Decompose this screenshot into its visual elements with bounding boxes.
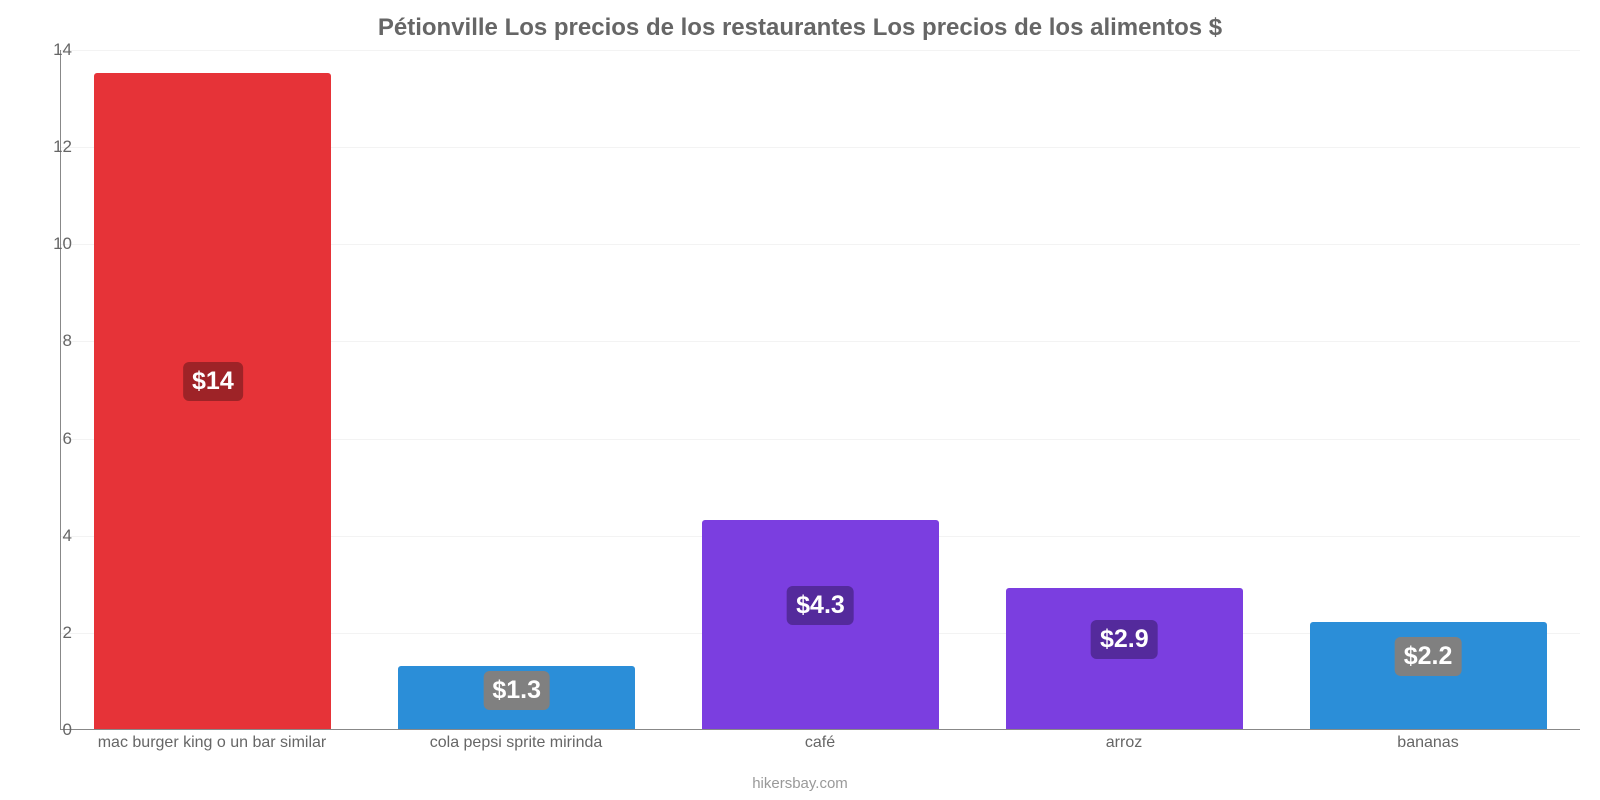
bar: $2.9 (1006, 588, 1243, 729)
x-axis-labels: mac burger king o un bar similarcola pep… (60, 734, 1580, 752)
value-badge: $2.9 (1091, 620, 1158, 659)
value-badge: $2.2 (1395, 637, 1462, 676)
x-tick-label: mac burger king o un bar similar (60, 734, 364, 752)
price-bar-chart: Pétionville Los precios de los restauran… (0, 0, 1600, 800)
bar-slot: $14 (61, 50, 365, 729)
bar-slot: $4.3 (669, 50, 973, 729)
value-badge: $4.3 (787, 586, 854, 625)
bar-slot: $2.9 (972, 50, 1276, 729)
x-tick-label: arroz (972, 734, 1276, 752)
bar: $14 (94, 73, 331, 729)
x-tick-label: bananas (1276, 734, 1580, 752)
bar: $2.2 (1310, 622, 1547, 729)
bar: $1.3 (398, 666, 635, 729)
bars-container: $14 $1.3 $4.3 $2.9 $2.2 (61, 50, 1580, 729)
credit-text: hikersbay.com (0, 775, 1600, 792)
bar: $4.3 (702, 520, 939, 729)
x-tick-label: café (668, 734, 972, 752)
bar-slot: $1.3 (365, 50, 669, 729)
plot-area: $14 $1.3 $4.3 $2.9 $2.2 (60, 50, 1580, 730)
value-badge: $1.3 (483, 671, 550, 710)
x-tick-label: cola pepsi sprite mirinda (364, 734, 668, 752)
value-badge: $14 (183, 362, 243, 401)
chart-title: Pétionville Los precios de los restauran… (0, 14, 1600, 42)
bar-slot: $2.2 (1276, 50, 1580, 729)
